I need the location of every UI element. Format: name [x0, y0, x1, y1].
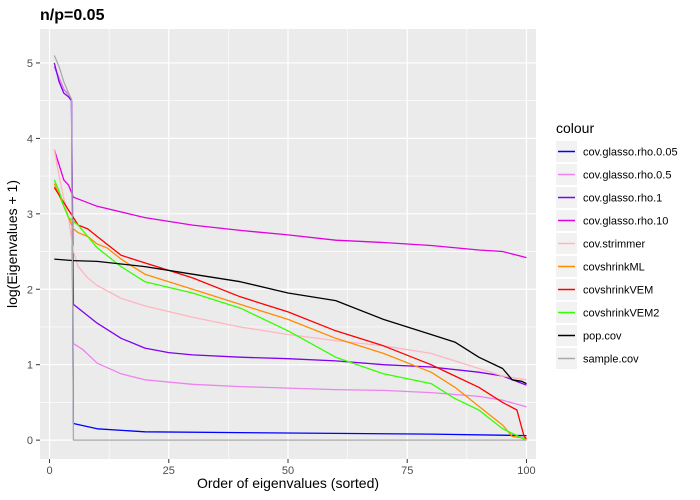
- y-axis-label: log(Eigenvalues + 1): [4, 180, 20, 308]
- series-line-sample.cov: [53, 55, 527, 441]
- chart-title: n/p=0.05: [40, 7, 105, 24]
- legend: colour cov.glasso.rho.0.05 cov.glasso.rho…: [556, 120, 678, 369]
- legend-title: colour: [556, 120, 594, 136]
- x-tick-label: 50: [282, 465, 294, 477]
- series-line-covshrinkML: [53, 183, 527, 440]
- series-line-pop.cov: [54, 258, 527, 385]
- y-tick-label: 5: [27, 58, 33, 70]
- legend-label: covshrinkVEM2: [583, 308, 659, 320]
- x-tick-label: 75: [401, 465, 413, 477]
- x-axis-label: Order of eigenvalues (sorted): [197, 475, 379, 491]
- y-tick-label: 2: [27, 284, 33, 296]
- y-tick-label: 4: [27, 133, 33, 145]
- legend-label: cov.glasso.rho.0.05: [583, 147, 678, 159]
- legend-label: cov.strimmer: [583, 239, 645, 251]
- series-line-covshrinkVEM2: [53, 179, 527, 441]
- y-tick-label: 1: [27, 360, 33, 372]
- series-line-cov.glasso.rho.10: [53, 149, 527, 259]
- x-axis: 0 25 50 75 100: [46, 459, 536, 477]
- y-tick-label: 3: [27, 209, 33, 221]
- legend-label: cov.glasso.rho.10: [583, 216, 668, 228]
- y-axis: 0 1 2 3 4 5: [27, 58, 40, 447]
- legend-label: cov.glasso.rho.0.5: [583, 170, 671, 182]
- legend-label: sample.cov: [583, 354, 639, 366]
- series-line-cov.glasso.rho.1: [53, 62, 527, 386]
- legend-label: covshrinkVEM: [583, 285, 653, 297]
- x-tick-label: 25: [163, 465, 175, 477]
- legend-label: cov.glasso.rho.1: [583, 193, 662, 205]
- series-line-covshrinkVEM: [53, 187, 527, 440]
- series-layer: [53, 55, 527, 441]
- legend-label: pop.cov: [583, 331, 622, 343]
- y-tick-label: 0: [27, 435, 33, 447]
- x-tick-label: 0: [46, 465, 52, 477]
- legend-label: covshrinkML: [583, 262, 645, 274]
- x-tick-label: 100: [517, 465, 535, 477]
